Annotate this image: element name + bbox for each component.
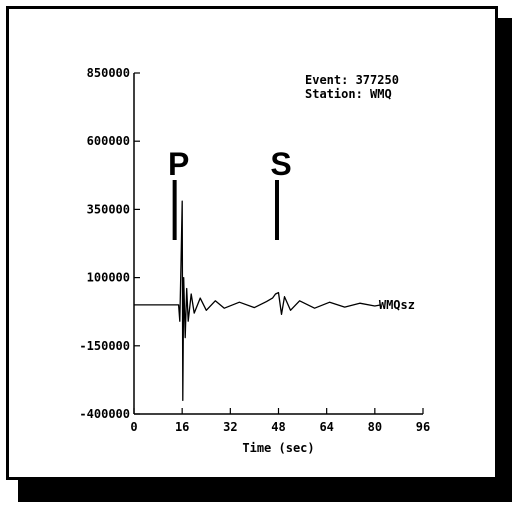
- series-label: WMQsz: [379, 298, 415, 312]
- x-tick-label: 16: [175, 420, 189, 434]
- axes: [133, 73, 423, 415]
- y-tick-label: 600000: [87, 134, 130, 148]
- y-tick-label: 100000: [87, 271, 130, 285]
- station-label: Station: WMQ: [305, 87, 392, 101]
- ticks: [133, 72, 424, 415]
- x-tick-label: 48: [271, 420, 285, 434]
- x-tick-label: 96: [416, 420, 430, 434]
- y-tick-label: 850000: [87, 66, 130, 80]
- x-tick-label: 0: [130, 420, 137, 434]
- x-tick-label: 64: [319, 420, 333, 434]
- phase-label-p: P: [168, 146, 189, 182]
- waveform: [134, 200, 382, 402]
- x-tick-label: 32: [223, 420, 237, 434]
- phase-label-s: S: [270, 146, 291, 182]
- event-label: Event: 377250: [305, 73, 399, 87]
- y-tick-label: 350000: [87, 202, 130, 216]
- figure-frame: [6, 6, 498, 480]
- y-tick-label: -150000: [79, 339, 130, 353]
- x-axis-label: Time (sec): [242, 441, 314, 455]
- waveform-line: [134, 200, 382, 402]
- x-tick-label: 80: [368, 420, 382, 434]
- y-tick-label: -400000: [79, 407, 130, 421]
